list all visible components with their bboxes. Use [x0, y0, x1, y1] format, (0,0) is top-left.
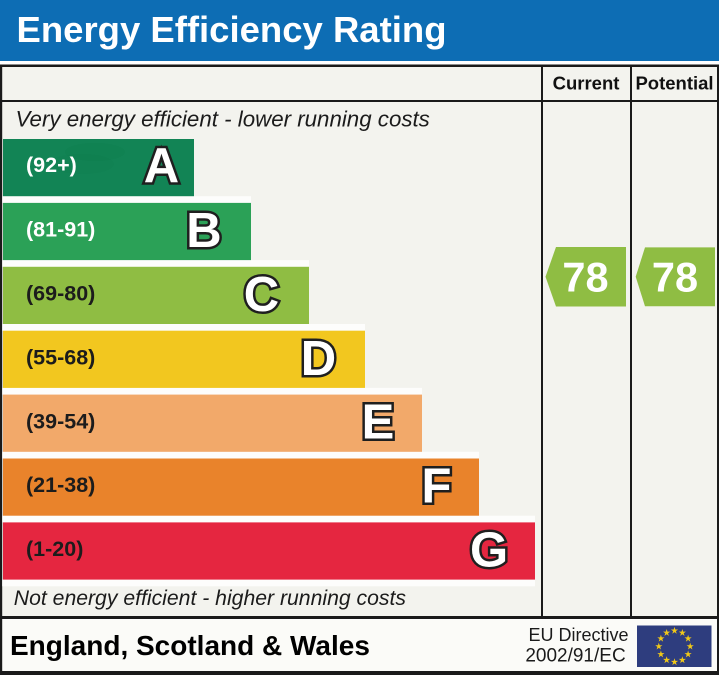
svg-text:2002/91/EC: 2002/91/EC — [525, 646, 625, 667]
svg-text:Potential: Potential — [635, 73, 713, 94]
svg-text:C: C — [244, 268, 279, 322]
svg-text:Not energy efficient - higher: Not energy efficient - higher running co… — [14, 587, 407, 610]
svg-text:E: E — [362, 396, 395, 450]
svg-text:Current: Current — [553, 73, 620, 94]
svg-text:78: 78 — [652, 254, 698, 301]
svg-text:(1-20): (1-20) — [26, 537, 83, 561]
svg-text:D: D — [301, 332, 336, 386]
svg-text:(55-68): (55-68) — [26, 346, 95, 370]
svg-text:(92+): (92+) — [26, 153, 77, 177]
svg-text:Very energy efficient - lower: Very energy efficient - lower running co… — [16, 107, 430, 132]
svg-text:(21-38): (21-38) — [26, 473, 95, 497]
svg-text:Energy Efficiency Rating: Energy Efficiency Rating — [17, 9, 447, 50]
svg-text:78: 78 — [562, 254, 608, 301]
svg-text:(39-54): (39-54) — [26, 410, 95, 434]
svg-text:A: A — [144, 139, 179, 193]
svg-text:B: B — [186, 204, 221, 258]
svg-text:England, Scotland & Wales: England, Scotland & Wales — [10, 630, 370, 661]
svg-text:EU Directive: EU Directive — [528, 625, 628, 645]
svg-text:(81-91): (81-91) — [26, 218, 95, 242]
svg-text:(69-80): (69-80) — [26, 282, 95, 306]
svg-text:F: F — [422, 460, 452, 514]
svg-text:G: G — [470, 523, 508, 577]
